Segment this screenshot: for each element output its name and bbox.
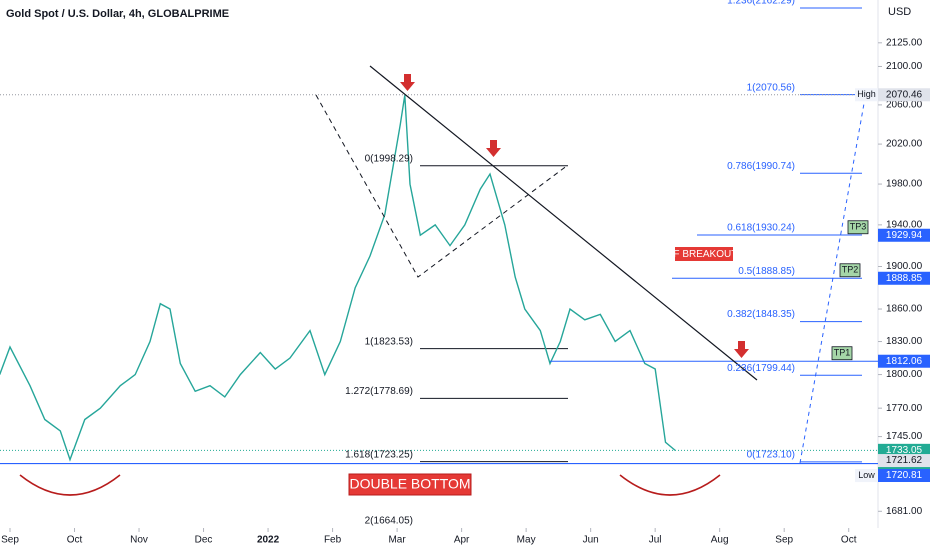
fib-label: 0.5(1888.85): [738, 266, 795, 277]
fib-label: 0.236(1799.44): [727, 363, 795, 374]
fib-label: 0.618(1930.24): [727, 223, 795, 234]
y-tick-label: 1800.00: [886, 369, 923, 380]
price-tag-label: 1733.05: [886, 445, 923, 456]
x-tick-label: Sep: [1, 535, 19, 546]
price-tag: [878, 228, 930, 242]
x-tick-label: Nov: [130, 535, 148, 546]
price-tag-label: 1888.85: [886, 273, 923, 284]
y-tick-label: 1940.00: [886, 220, 923, 231]
y-tick-label: 1900.00: [886, 261, 923, 272]
name-tag: [855, 469, 878, 483]
fib-label: 1.236(2162.29): [727, 0, 795, 7]
x-tick-label: Jul: [649, 535, 662, 546]
arrow: [486, 140, 501, 157]
name-tag: [839, 263, 861, 278]
y-tick-label: 2020.00: [886, 139, 923, 150]
y-tick-label: 1770.00: [886, 403, 923, 414]
price-tag-label: 1812.06: [886, 356, 923, 367]
annotation-box: [348, 473, 472, 496]
fib-label: 0.786(1990.74): [727, 161, 795, 172]
name-tag-label: Low: [858, 470, 875, 480]
projection: [799, 97, 866, 464]
name-tag: [831, 346, 853, 361]
chart-title: Gold Spot / U.S. Dollar, 4h, GLOBALPRIME: [6, 8, 229, 20]
y-tick-label: 1830.00: [886, 336, 923, 347]
plot-area: [0, 7, 882, 532]
price-tag-label: 1929.94: [886, 230, 923, 241]
y-tick-label: 2100.00: [886, 61, 923, 72]
x-tick-label: Mar: [388, 535, 406, 546]
x-tick-label: Sep: [775, 535, 793, 546]
name-tag: [847, 220, 869, 235]
fib-label: 0(1723.10): [747, 449, 795, 460]
x-tick-label: Jun: [583, 535, 599, 546]
arrow: [400, 74, 415, 91]
x-tick-label: May: [517, 535, 536, 546]
fib-label: 1(2070.56): [747, 82, 795, 93]
name-tag-label: TP3: [850, 222, 867, 232]
y-tick-label: 1681.00: [886, 506, 923, 517]
price-tag: [878, 271, 930, 285]
price-line: [0, 95, 676, 462]
x-tick-label: Oct: [67, 535, 83, 546]
price-tag-label: 2070.46: [886, 89, 923, 100]
annotation-box: [675, 247, 733, 261]
y-tick-label: 2125.00: [886, 37, 923, 48]
x-tick-label: Oct: [841, 535, 857, 546]
price-tag: [878, 354, 930, 368]
x-tick-label: Feb: [324, 535, 342, 546]
name-tag-label: High: [857, 89, 876, 99]
fib-label: 1.272(1778.69): [345, 386, 413, 397]
name-tag-label: TP2: [842, 265, 859, 275]
annotation: IF BREAKOUT: [671, 249, 738, 260]
fib-label: 0.382(1848.35): [727, 309, 795, 320]
fib-label: 1(1823.53): [365, 336, 413, 347]
y-tick-label: 1745.00: [886, 431, 923, 442]
axis-unit: USD: [888, 6, 911, 18]
price-tag-label: 1720.81: [886, 470, 923, 481]
annotation: DOUBLE BOTTOM: [349, 476, 470, 492]
y-tick-label: 1860.00: [886, 304, 923, 315]
x-tick-label: Dec: [195, 535, 213, 546]
y-tick-label: 1980.00: [886, 179, 923, 190]
x-tick-label: 2022: [257, 535, 280, 546]
price-tag: [878, 88, 930, 102]
arrow: [734, 341, 749, 358]
bottom-arc: [619, 474, 721, 496]
y-tick-label: 2060.00: [886, 100, 923, 111]
fib-label: 0(1998.29): [365, 153, 413, 164]
price-tag: [878, 469, 930, 483]
price-tag: [878, 454, 930, 468]
x-tick-label: Apr: [454, 535, 470, 546]
bottom-arc: [19, 474, 121, 496]
name-tag-label: TP1: [834, 348, 851, 358]
triangle: [315, 94, 569, 278]
x-tick-label: Aug: [711, 535, 729, 546]
fib-label: 2(1664.05): [365, 516, 413, 527]
price-tag-label: 1721.62: [886, 455, 923, 466]
fib-label: 1.618(1723.25): [345, 449, 413, 460]
name-tag: [855, 88, 878, 102]
trendline: [369, 65, 758, 381]
